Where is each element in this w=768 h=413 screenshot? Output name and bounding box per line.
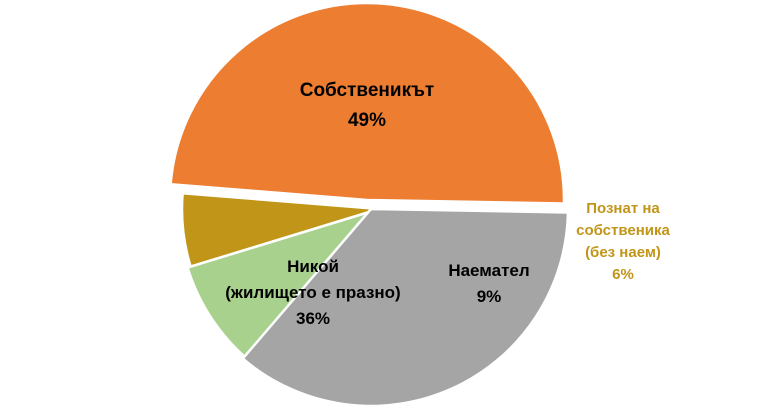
pie-slice-3 [241,207,570,408]
pie-label-2: Наемател 9% [448,261,529,306]
pie-value-label-0: 49% [348,110,386,131]
pie-category-label-0: Собственикът [300,80,435,101]
pie-category-label-2: Наемател [448,261,529,280]
pie-labels: Собственикът 49% Познат на собственика (без … [225,80,670,328]
pie-label-0: Собственикът 49% [300,80,435,131]
pie-category-label-1: (без наем) [585,244,661,261]
pie-value-label-2: 9% [477,287,502,306]
pie-category-label-1: Познат на [586,200,660,217]
pie-slice-0 [169,1,566,205]
pie-category-label-3: (жилището е празно) [225,283,400,302]
pie-category-label-1: собственика [576,222,670,239]
pie-value-label-1: 6% [612,266,634,283]
pie-category-label-3: Никой [287,257,339,276]
pie-slices [169,1,570,408]
pie-label-1: Познат на собственика (без наем) 6% [576,200,670,283]
pie-label-3: Никой (жилището е празно) 36% [225,257,400,328]
pie-value-label-3: 36% [296,309,330,328]
